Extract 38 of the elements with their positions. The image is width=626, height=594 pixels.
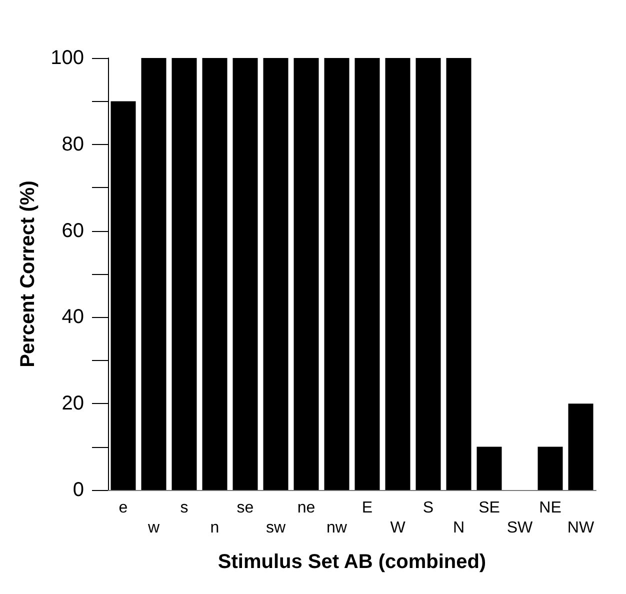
bar — [538, 446, 563, 490]
bar — [354, 58, 380, 490]
x-tick-label: n — [210, 520, 220, 536]
x-axis-title: Stimulus Set AB (combined) — [218, 551, 486, 573]
x-tick-label: nw — [326, 520, 348, 536]
x-tick-label: N — [452, 520, 465, 536]
y-axis-title: Percent Correct (%) — [17, 180, 39, 368]
y-tick-label: 0 — [72, 479, 84, 501]
bar — [416, 58, 441, 490]
x-tick-label: w — [146, 520, 160, 536]
bar — [232, 58, 258, 490]
bar — [202, 58, 228, 490]
bar — [324, 58, 350, 490]
x-tick-label: se — [236, 500, 254, 516]
y-tick-label: 60 — [62, 220, 84, 242]
x-tick-label: NE — [539, 500, 562, 516]
y-tick-label: 40 — [62, 306, 84, 328]
x-tick-label: W — [390, 520, 406, 536]
x-tick-label: ne — [297, 500, 316, 516]
bar — [446, 58, 472, 490]
x-tick-label: e — [118, 500, 128, 516]
x-tick-label: E — [362, 500, 373, 516]
y-tick-label: 20 — [62, 392, 84, 415]
x-tick-label: NW — [567, 520, 595, 536]
bar — [294, 58, 319, 490]
bar — [141, 58, 166, 490]
bar — [263, 58, 288, 490]
bar — [476, 446, 502, 490]
bar — [568, 404, 594, 490]
x-tick-label: S — [422, 500, 434, 516]
x-tick-label: sw — [266, 520, 286, 536]
y-tick-label: 100 — [50, 47, 84, 69]
x-tick-label: SW — [506, 520, 534, 536]
bar — [385, 58, 410, 490]
y-tick-label: 80 — [62, 133, 84, 156]
bar — [172, 58, 197, 490]
x-tick-label: SE — [478, 500, 500, 516]
x-tick-label: s — [180, 500, 188, 516]
